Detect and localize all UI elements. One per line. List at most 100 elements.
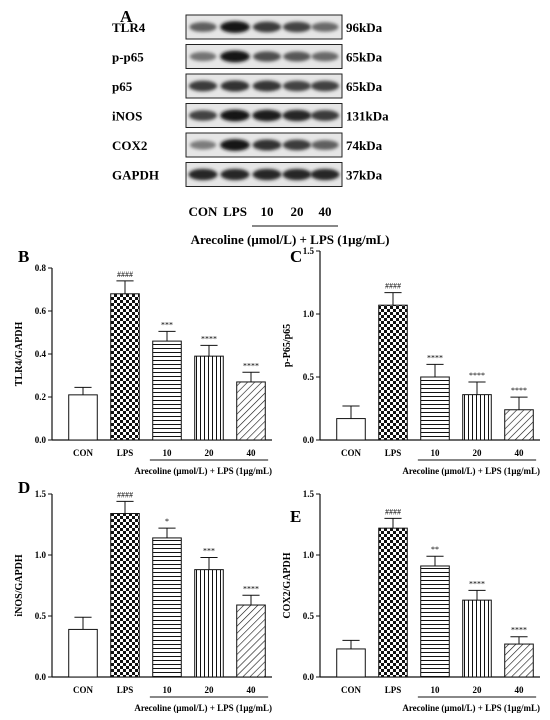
band <box>282 21 312 33</box>
bar-40 <box>504 643 534 678</box>
band <box>220 109 250 122</box>
band <box>188 110 218 121</box>
chart-panel-c: C 0.0 0.5 1.0 1.5 p-P65/p65 CON #### LPS **** 10 **… <box>282 246 540 476</box>
y-tick-label: 0.0 <box>303 672 315 682</box>
band <box>283 51 311 62</box>
bar-con <box>68 628 98 678</box>
band <box>310 168 340 181</box>
x-tick-label: 40 <box>515 448 525 458</box>
blot-row-gapdh: GAPDH 37kDa <box>112 162 383 187</box>
blot-row-tlr4: TLR4 96kDa <box>112 14 383 40</box>
bar-lps <box>378 527 408 678</box>
western-blot-panel: A TLR4 96kDa p-p65 65kDa p65 65kDa iNOS 131kDa C… <box>112 7 389 247</box>
chart-panel-d: D 0.0 0.5 1.0 1.5 iNOS/GAPDH CON #### LPS * 10 *** 2… <box>14 478 272 713</box>
bar-lps <box>378 304 408 441</box>
y-tick-label: 0.0 <box>303 435 315 445</box>
x-tick-label: CON <box>341 448 362 458</box>
y-tick-label: 0.2 <box>35 392 47 402</box>
band <box>310 110 340 121</box>
bar-10 <box>420 376 450 441</box>
y-tick-label: 0.0 <box>35 672 47 682</box>
y-tick-label: 0.0 <box>35 435 47 445</box>
y-tick-label: 1.5 <box>303 489 315 499</box>
blot-row-inos: iNOS 131kDa <box>112 103 389 128</box>
band <box>252 109 282 122</box>
band <box>252 80 282 92</box>
significance-label: **** <box>243 361 259 370</box>
y-tick-label: 0.4 <box>35 349 47 359</box>
band <box>311 140 339 150</box>
molecular-weight-label: 65kDa <box>346 79 383 94</box>
x-tick-label: 10 <box>163 685 173 695</box>
band <box>253 51 281 62</box>
molecular-weight-label: 96kDa <box>346 20 383 35</box>
panel-letter: B <box>18 247 29 266</box>
lane-label: LPS <box>223 204 247 219</box>
bar-con <box>336 418 366 441</box>
protein-label: p65 <box>112 79 133 94</box>
band <box>189 51 217 62</box>
x-axis-label: Arecoline (μmol/L) + LPS (1μg/mL) <box>134 703 272 713</box>
band <box>220 139 250 151</box>
bar-10 <box>152 537 182 678</box>
y-axis-label: p-P65/p65 <box>282 324 293 367</box>
bar-20 <box>462 394 492 441</box>
band <box>282 168 312 181</box>
y-axis-label: COX2/GAPDH <box>282 552 293 618</box>
x-tick-label: LPS <box>117 685 134 695</box>
x-tick-label: 20 <box>473 448 483 458</box>
x-tick-label: CON <box>73 685 94 695</box>
bar-40 <box>504 409 534 441</box>
treatment-label: Arecoline (μmol/L) + LPS (1μg/mL) <box>191 232 390 247</box>
x-tick-label: 40 <box>515 685 525 695</box>
band <box>282 80 312 92</box>
x-tick-label: CON <box>341 685 362 695</box>
significance-label: **** <box>511 626 527 635</box>
bar-lps <box>110 513 140 678</box>
blot-row-cox2: COX2 74kDa <box>112 132 383 158</box>
band <box>189 22 217 32</box>
x-tick-label: 40 <box>247 685 257 695</box>
band <box>282 109 312 122</box>
significance-label: #### <box>117 490 133 499</box>
lane-label: 40 <box>319 204 332 219</box>
bar-20 <box>462 599 492 678</box>
x-axis-label: Arecoline (μmol/L) + LPS (1μg/mL) <box>134 466 272 476</box>
significance-label: #### <box>385 282 401 291</box>
molecular-weight-label: 65kDa <box>346 50 383 65</box>
bar-con <box>336 648 366 678</box>
band <box>188 168 218 181</box>
molecular-weight-label: 74kDa <box>346 138 383 153</box>
x-tick-label: LPS <box>385 685 402 695</box>
band <box>220 21 250 33</box>
x-tick-label: 10 <box>431 685 441 695</box>
significance-label: #### <box>385 507 401 516</box>
protein-label: iNOS <box>112 109 142 124</box>
x-tick-label: CON <box>73 448 94 458</box>
significance-label: **** <box>469 371 485 380</box>
bar-40 <box>236 604 266 678</box>
band <box>252 168 282 181</box>
x-tick-label: 10 <box>163 448 173 458</box>
bar-40 <box>236 381 266 441</box>
significance-label: * <box>165 517 169 526</box>
y-axis-label: TLR4/GAPDH <box>14 322 25 387</box>
x-axis-label: Arecoline (μmol/L) + LPS (1μg/mL) <box>402 703 540 713</box>
x-tick-label: 40 <box>247 448 257 458</box>
molecular-weight-label: 131kDa <box>346 109 389 124</box>
panel-letter: C <box>290 247 302 266</box>
band <box>220 80 250 92</box>
y-tick-label: 1.0 <box>303 550 315 560</box>
bar-20 <box>194 355 224 441</box>
y-tick-label: 0.5 <box>303 372 315 382</box>
significance-label: **** <box>201 334 217 343</box>
x-tick-label: LPS <box>117 448 134 458</box>
x-tick-label: 20 <box>205 685 215 695</box>
bar-10 <box>420 565 450 678</box>
y-tick-label: 1.0 <box>303 309 315 319</box>
bar-con <box>68 394 98 441</box>
x-tick-label: 20 <box>205 448 215 458</box>
band <box>220 168 250 181</box>
significance-label: #### <box>117 270 133 279</box>
